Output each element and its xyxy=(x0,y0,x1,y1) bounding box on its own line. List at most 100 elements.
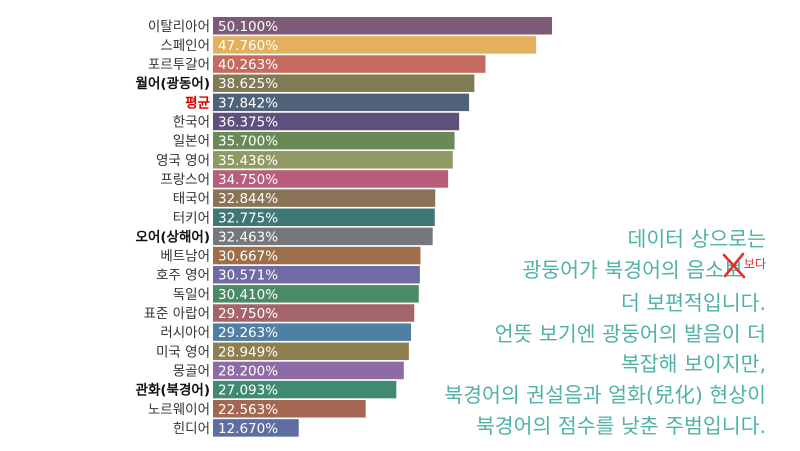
bar-row: 38.625% 월어(광동어) xyxy=(136,74,475,92)
caption-line-3: 더 보편적입니다. xyxy=(620,291,766,316)
category-label: 스페인어 xyxy=(160,38,210,54)
bar xyxy=(213,170,449,188)
bar-value-label: 22.563% xyxy=(218,402,278,418)
category-label: 호주 영어 xyxy=(156,268,210,284)
bar xyxy=(213,36,537,54)
bar-row: 28.949% 미국 영어 xyxy=(156,342,409,361)
bar-value-label: 30.571% xyxy=(218,268,278,284)
bar-value-label: 35.700% xyxy=(218,134,278,150)
bar-row: 36.375% 한국어 xyxy=(173,112,460,131)
bar-value-label: 37.842% xyxy=(218,95,278,111)
bar-row: 28.200% 몽골어 xyxy=(173,361,404,380)
bar-row: 50.100% 이탈리아어 xyxy=(148,17,552,35)
bar xyxy=(213,74,475,92)
category-label: 노르웨이어 xyxy=(148,402,210,418)
category-label: 월어(광동어) xyxy=(136,75,210,92)
bar xyxy=(213,304,415,322)
bar-value-label: 28.200% xyxy=(218,363,278,379)
caption-line-5: 복잡해 보이지만, xyxy=(620,352,766,377)
category-label: 러시아어 xyxy=(160,325,210,341)
bar xyxy=(213,17,552,35)
bar-row: 35.700% 일본어 xyxy=(173,131,455,150)
category-label: 힌디어 xyxy=(173,421,210,437)
bar-value-label: 50.100% xyxy=(218,19,278,35)
bar-value-label: 35.436% xyxy=(218,153,278,169)
category-label: 이탈리아어 xyxy=(148,19,210,35)
bar-value-label: 32.463% xyxy=(218,229,278,245)
bar-value-label: 30.410% xyxy=(218,287,278,303)
category-label: 터키어 xyxy=(173,210,210,226)
bar-value-label: 27.093% xyxy=(218,383,278,399)
bar-value-label: 34.750% xyxy=(218,172,278,188)
bar-value-label: 40.263% xyxy=(218,57,278,73)
category-label: 관화(북경어) xyxy=(136,382,210,399)
bar xyxy=(213,227,433,246)
bar-value-label: 36.375% xyxy=(218,115,278,131)
bar-row: 30.571% 호주 영어 xyxy=(156,265,420,284)
category-label: 평균 xyxy=(185,94,210,111)
bar xyxy=(213,55,486,73)
bar xyxy=(213,151,453,169)
bar xyxy=(213,265,420,284)
bar-row: 29.263% 러시아어 xyxy=(160,323,412,341)
bar-row: 37.842% 평균 xyxy=(185,93,470,112)
bar-row: 47.760% 스페인어 xyxy=(160,36,537,54)
bar xyxy=(213,208,435,226)
bar xyxy=(213,400,366,418)
bar-row: 22.563% 노르웨이어 xyxy=(148,400,366,418)
bar-row: 32.775% 터키어 xyxy=(173,208,435,226)
category-label: 태국어 xyxy=(173,191,210,207)
category-label: 표준 아랍어 xyxy=(144,306,210,322)
inserted-correction-text: 보다 xyxy=(743,256,766,271)
bar xyxy=(213,380,397,399)
strikethrough-correction: 보 xyxy=(722,252,746,286)
bar-row: 30.667% 베트남어 xyxy=(160,246,421,265)
bar-row: 27.093% 관화(북경어) xyxy=(136,380,397,399)
category-label: 베트남어 xyxy=(160,249,210,265)
bar-row: 29.750% 표준 아랍어 xyxy=(144,304,415,322)
bar-value-label: 12.670% xyxy=(218,421,278,437)
category-label: 몽골어 xyxy=(173,363,210,379)
bar-row: 12.670% 힌디어 xyxy=(173,419,299,437)
caption-line-1: 데이터 상으로는 xyxy=(627,227,766,251)
bar-row: 30.410% 독일어 xyxy=(173,285,419,303)
bar-value-label: 29.750% xyxy=(218,306,278,322)
bar-value-label: 32.775% xyxy=(218,210,278,226)
caption-line-2-text: 광둥어가 북경어의 음소 xyxy=(522,257,725,282)
bar xyxy=(213,112,460,131)
category-label: 독일어 xyxy=(173,287,210,303)
caption-line-4: 언뜻 보기엔 광둥어의 발음이 더 xyxy=(494,321,766,346)
bar xyxy=(213,93,470,112)
bar-row: 40.263% 포르투갈어 xyxy=(148,55,486,73)
struck-text: 보 xyxy=(724,257,743,282)
bar-value-label: 47.760% xyxy=(218,38,278,54)
category-label: 영국 영어 xyxy=(156,153,210,169)
bar-row: 32.844% 태국어 xyxy=(173,189,436,207)
bar-row: 35.436% 영국 영어 xyxy=(156,151,453,169)
caption-line-6: 북경어의 권설음과 얼화(兒化) 현상이 xyxy=(444,382,766,407)
category-label: 프랑스어 xyxy=(160,172,210,188)
bar-row: 34.750% 프랑스어 xyxy=(160,170,449,188)
bar-row: 32.463% 오어(상해어) xyxy=(136,227,433,246)
bar-value-label: 38.625% xyxy=(218,76,278,92)
cross-out-mark-icon xyxy=(722,252,746,278)
bar xyxy=(213,419,299,437)
category-label: 포르투갈어 xyxy=(148,57,210,73)
bar xyxy=(213,361,404,380)
bar xyxy=(213,285,419,303)
category-label: 오어(상해어) xyxy=(136,228,210,245)
bar-value-label: 29.263% xyxy=(218,325,278,341)
caption-line-7: 북경어의 점수를 낮춘 주범입니다. xyxy=(475,413,766,438)
bar xyxy=(213,342,409,361)
category-label: 미국 영어 xyxy=(156,344,210,360)
category-label: 일본어 xyxy=(173,134,210,150)
bar xyxy=(213,131,455,150)
bar-value-label: 28.949% xyxy=(218,344,278,360)
bar xyxy=(213,323,412,341)
category-label: 한국어 xyxy=(173,115,210,131)
bar xyxy=(213,189,436,207)
annotation-caption: 데이터 상으로는 광둥어가 북경어의 음소보 보다 더 보편적입니다. 언뜻 보기… xyxy=(346,224,766,441)
bar-value-label: 32.844% xyxy=(218,191,278,207)
bar-value-label: 30.667% xyxy=(218,249,278,265)
